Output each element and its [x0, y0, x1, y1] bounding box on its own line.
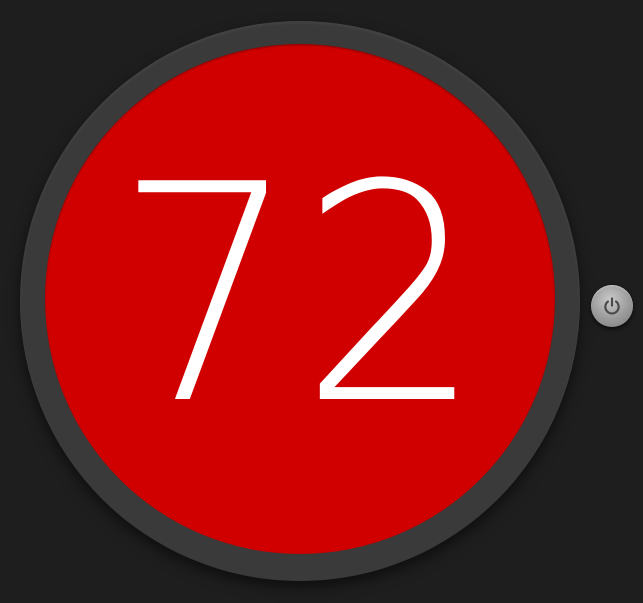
- temperature-readout: 72: [114, 121, 486, 470]
- thermostat-dial-face[interactable]: 72: [45, 44, 555, 554]
- power-button[interactable]: [591, 285, 633, 327]
- power-icon: [604, 297, 620, 315]
